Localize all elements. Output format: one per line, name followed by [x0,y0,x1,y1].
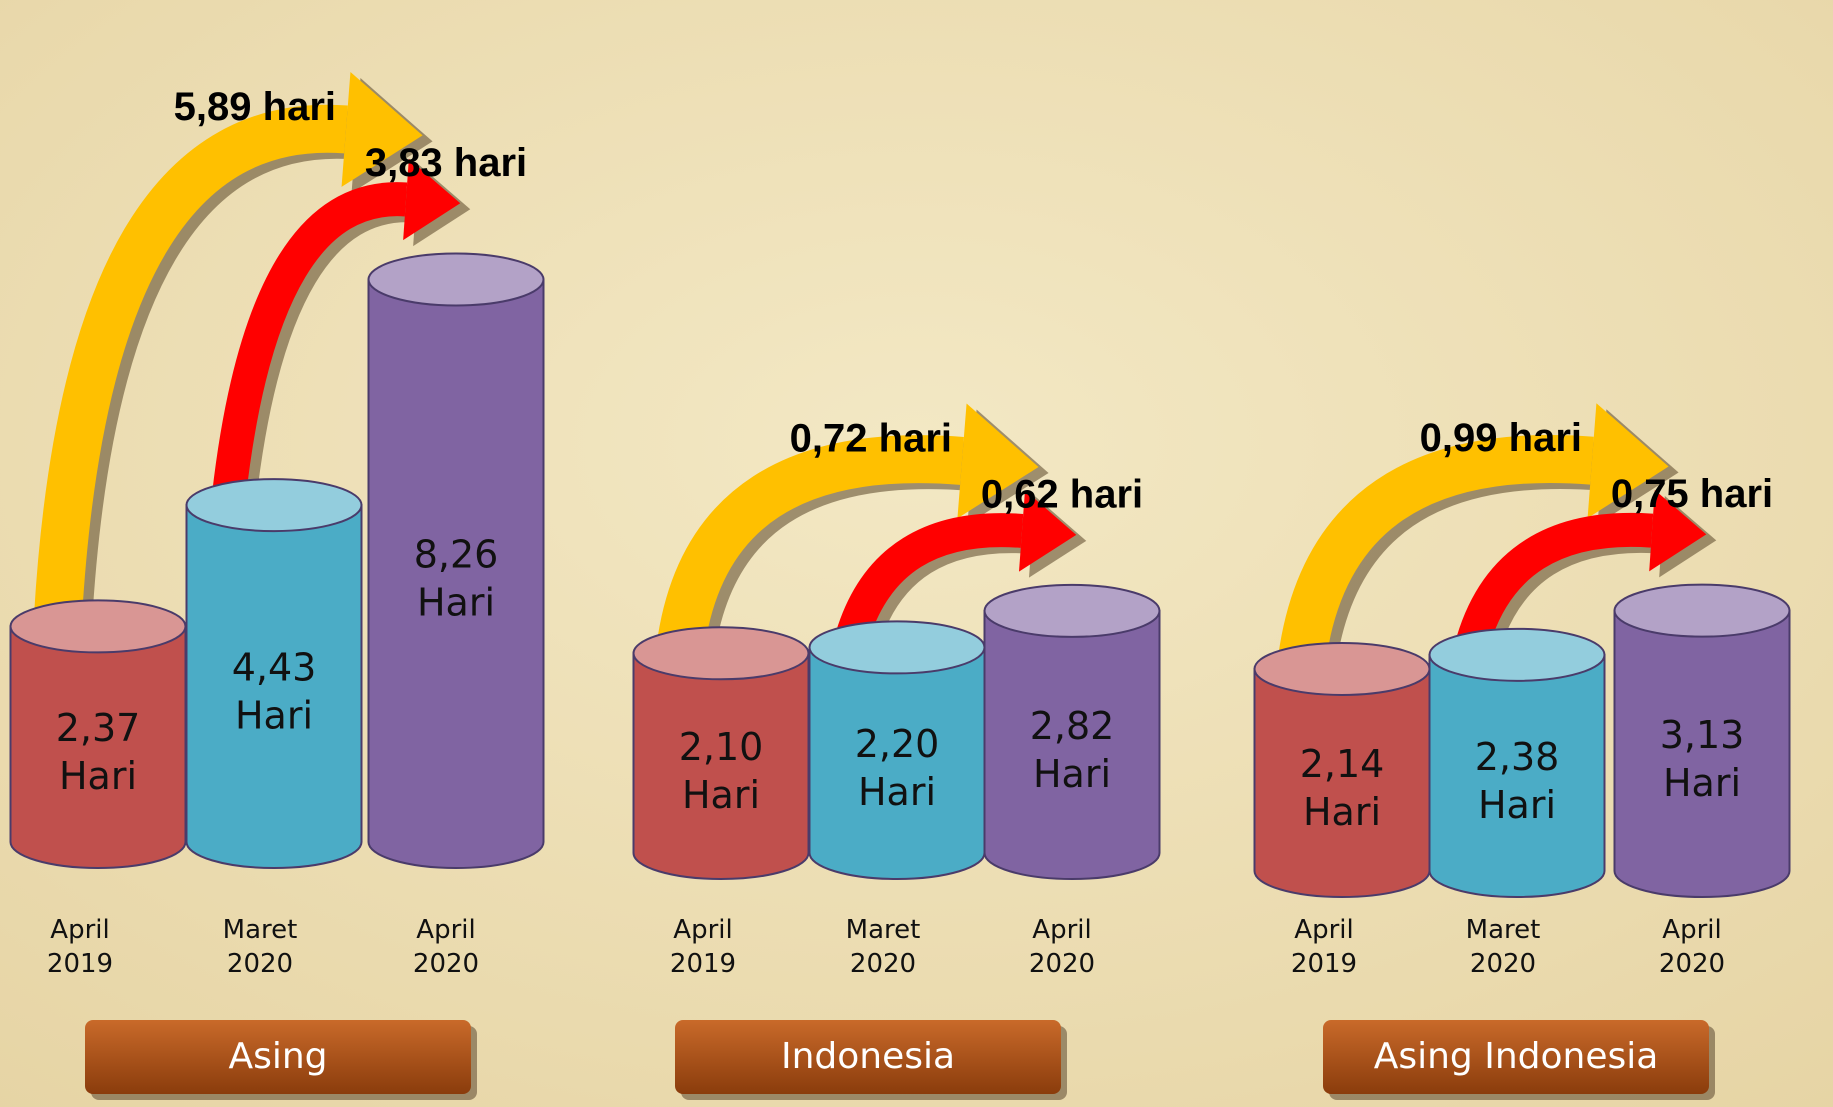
x-tick-label: Maret 2020 [1466,915,1541,979]
value-label: 2,82 Hari [1030,703,1115,795]
value-label: 8,26 Hari [414,532,499,624]
cylinder-top [983,583,1161,638]
cylinder-top [367,252,545,307]
arrow-yellow-head [957,403,1039,519]
cylinder-top [808,620,986,675]
annotation: 5,89 hari [174,85,336,129]
annotation: 0,99 hari [1420,416,1582,460]
annotation: 0,75 hari [1611,472,1773,516]
value-label: 4,43 Hari [232,645,317,737]
value-label: 3,13 Hari [1660,712,1745,804]
value-label: 2,14 Hari [1300,741,1385,833]
annotation: 0,72 hari [790,416,952,460]
value-label: 2,10 Hari [679,725,764,817]
arrow-yellow-head [341,72,423,187]
x-tick-label: April 2019 [670,915,736,979]
x-tick-label: April 2019 [47,915,113,979]
cylinder [983,609,1161,880]
arrow-yellow [34,104,348,618]
cylinder-top [1253,641,1431,696]
cylinder [1613,609,1791,898]
cylinder [1428,653,1606,898]
group-button [85,1020,471,1094]
cylinder-top [1428,627,1606,682]
group-title: Indonesia [781,1036,955,1077]
arrow-red [1455,512,1654,650]
cylinder-top [632,626,810,681]
value-label: 2,37 Hari [56,706,141,798]
cylinder [185,504,363,869]
x-tick-label: Maret 2020 [846,915,921,979]
x-tick-label: April 2020 [1659,915,1725,979]
cylinder [9,625,187,869]
x-tick-label: Maret 2020 [223,915,298,979]
x-tick-label: April 2020 [1029,915,1095,979]
cylinder [632,652,810,880]
arrow-red-head [1649,489,1707,572]
arrow-red-head [1018,490,1077,572]
cylinder-top [185,478,363,533]
annotation: 0,62 hari [981,472,1143,516]
annotation: 3,83 hari [365,141,527,185]
arrow-red-head [403,158,461,241]
cylinder [808,646,986,880]
cylinder-top [9,599,187,654]
x-tick-label: April 2020 [413,915,479,979]
arrow-yellow [657,435,964,648]
arrow-yellow-head [1587,403,1669,519]
group-title: Asing [228,1036,327,1077]
group-button [1323,1020,1709,1094]
group-button [675,1020,1061,1094]
value-label: 2,20 Hari [855,722,940,814]
cylinder [1253,667,1431,898]
x-tick-label: April 2019 [1291,915,1357,979]
cylinder-top [1613,583,1791,638]
arrow-yellow [1278,434,1594,663]
group-title: Asing Indonesia [1374,1036,1659,1077]
arrow-red [212,182,408,498]
value-label: 2,38 Hari [1475,734,1560,826]
cylinder [367,278,545,869]
arrow-red [835,513,1024,643]
